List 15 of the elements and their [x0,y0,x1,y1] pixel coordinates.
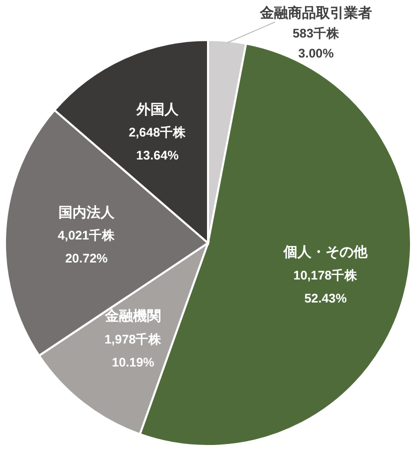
data-label: 4,021千株 [58,228,116,243]
slice-label: 個人・その他 [282,244,369,260]
data-label: 2,648千株 [128,124,188,140]
data-label: 583千株 [292,25,340,40]
text: 13.64% [136,148,179,163]
text: 20.72% [65,252,108,266]
data-label: 1,978千株 [104,331,163,346]
slice-label: 外国人 [135,100,180,117]
text: 3.00% [298,46,334,60]
slice-label: 金融機関 [104,308,162,324]
text: 52.43% [304,291,347,306]
slice-label: 国内法人 [58,204,116,220]
slice-label: 金融商品取引業者 [259,4,372,21]
data-label: 10,178千株 [293,267,359,282]
text: 10.19% [112,355,154,370]
